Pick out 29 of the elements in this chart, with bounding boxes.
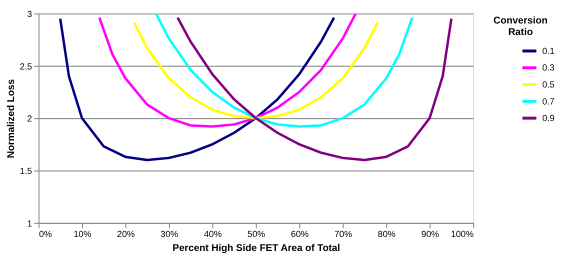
x-axis-title: Percent High Side FET Area of Total — [172, 242, 340, 254]
line-series — [98, 13, 358, 128]
y-tick-label: 2 — [27, 114, 32, 124]
legend-label: 0.9 — [542, 113, 555, 124]
line-series — [154, 13, 414, 128]
legend-label: 0.3 — [542, 62, 555, 73]
legend-label: 0.5 — [542, 80, 555, 90]
x-tick-label: 90% — [421, 229, 440, 240]
y-tick-label: 3 — [27, 8, 32, 19]
line-series — [132, 22, 379, 120]
x-tick-label: 80% — [378, 229, 396, 240]
legend-title: Conversion Ratio — [493, 15, 548, 38]
y-tick-label: 1 — [27, 218, 32, 228]
y-tick-label: 1.5 — [20, 166, 32, 176]
line-series — [59, 16, 336, 162]
legend-label: 0.7 — [542, 96, 555, 106]
x-tick-label: 50% — [247, 229, 266, 240]
x-tick-label: 10% — [74, 229, 92, 240]
y-axis-title: Normalized Loss — [6, 78, 17, 158]
x-tick-label: 20% — [117, 229, 135, 240]
x-tick-label: 100% — [450, 229, 474, 240]
line-series — [176, 16, 453, 162]
y-tick-label: 2.5 — [20, 61, 32, 72]
x-tick-label: 30% — [160, 229, 178, 240]
x-tick-label: 40% — [204, 229, 222, 240]
x-tick-label: 70% — [334, 229, 352, 240]
x-tick-label: 60% — [290, 229, 309, 240]
legend-label: 0.1 — [542, 46, 555, 56]
x-tick-label: 0% — [39, 229, 52, 240]
